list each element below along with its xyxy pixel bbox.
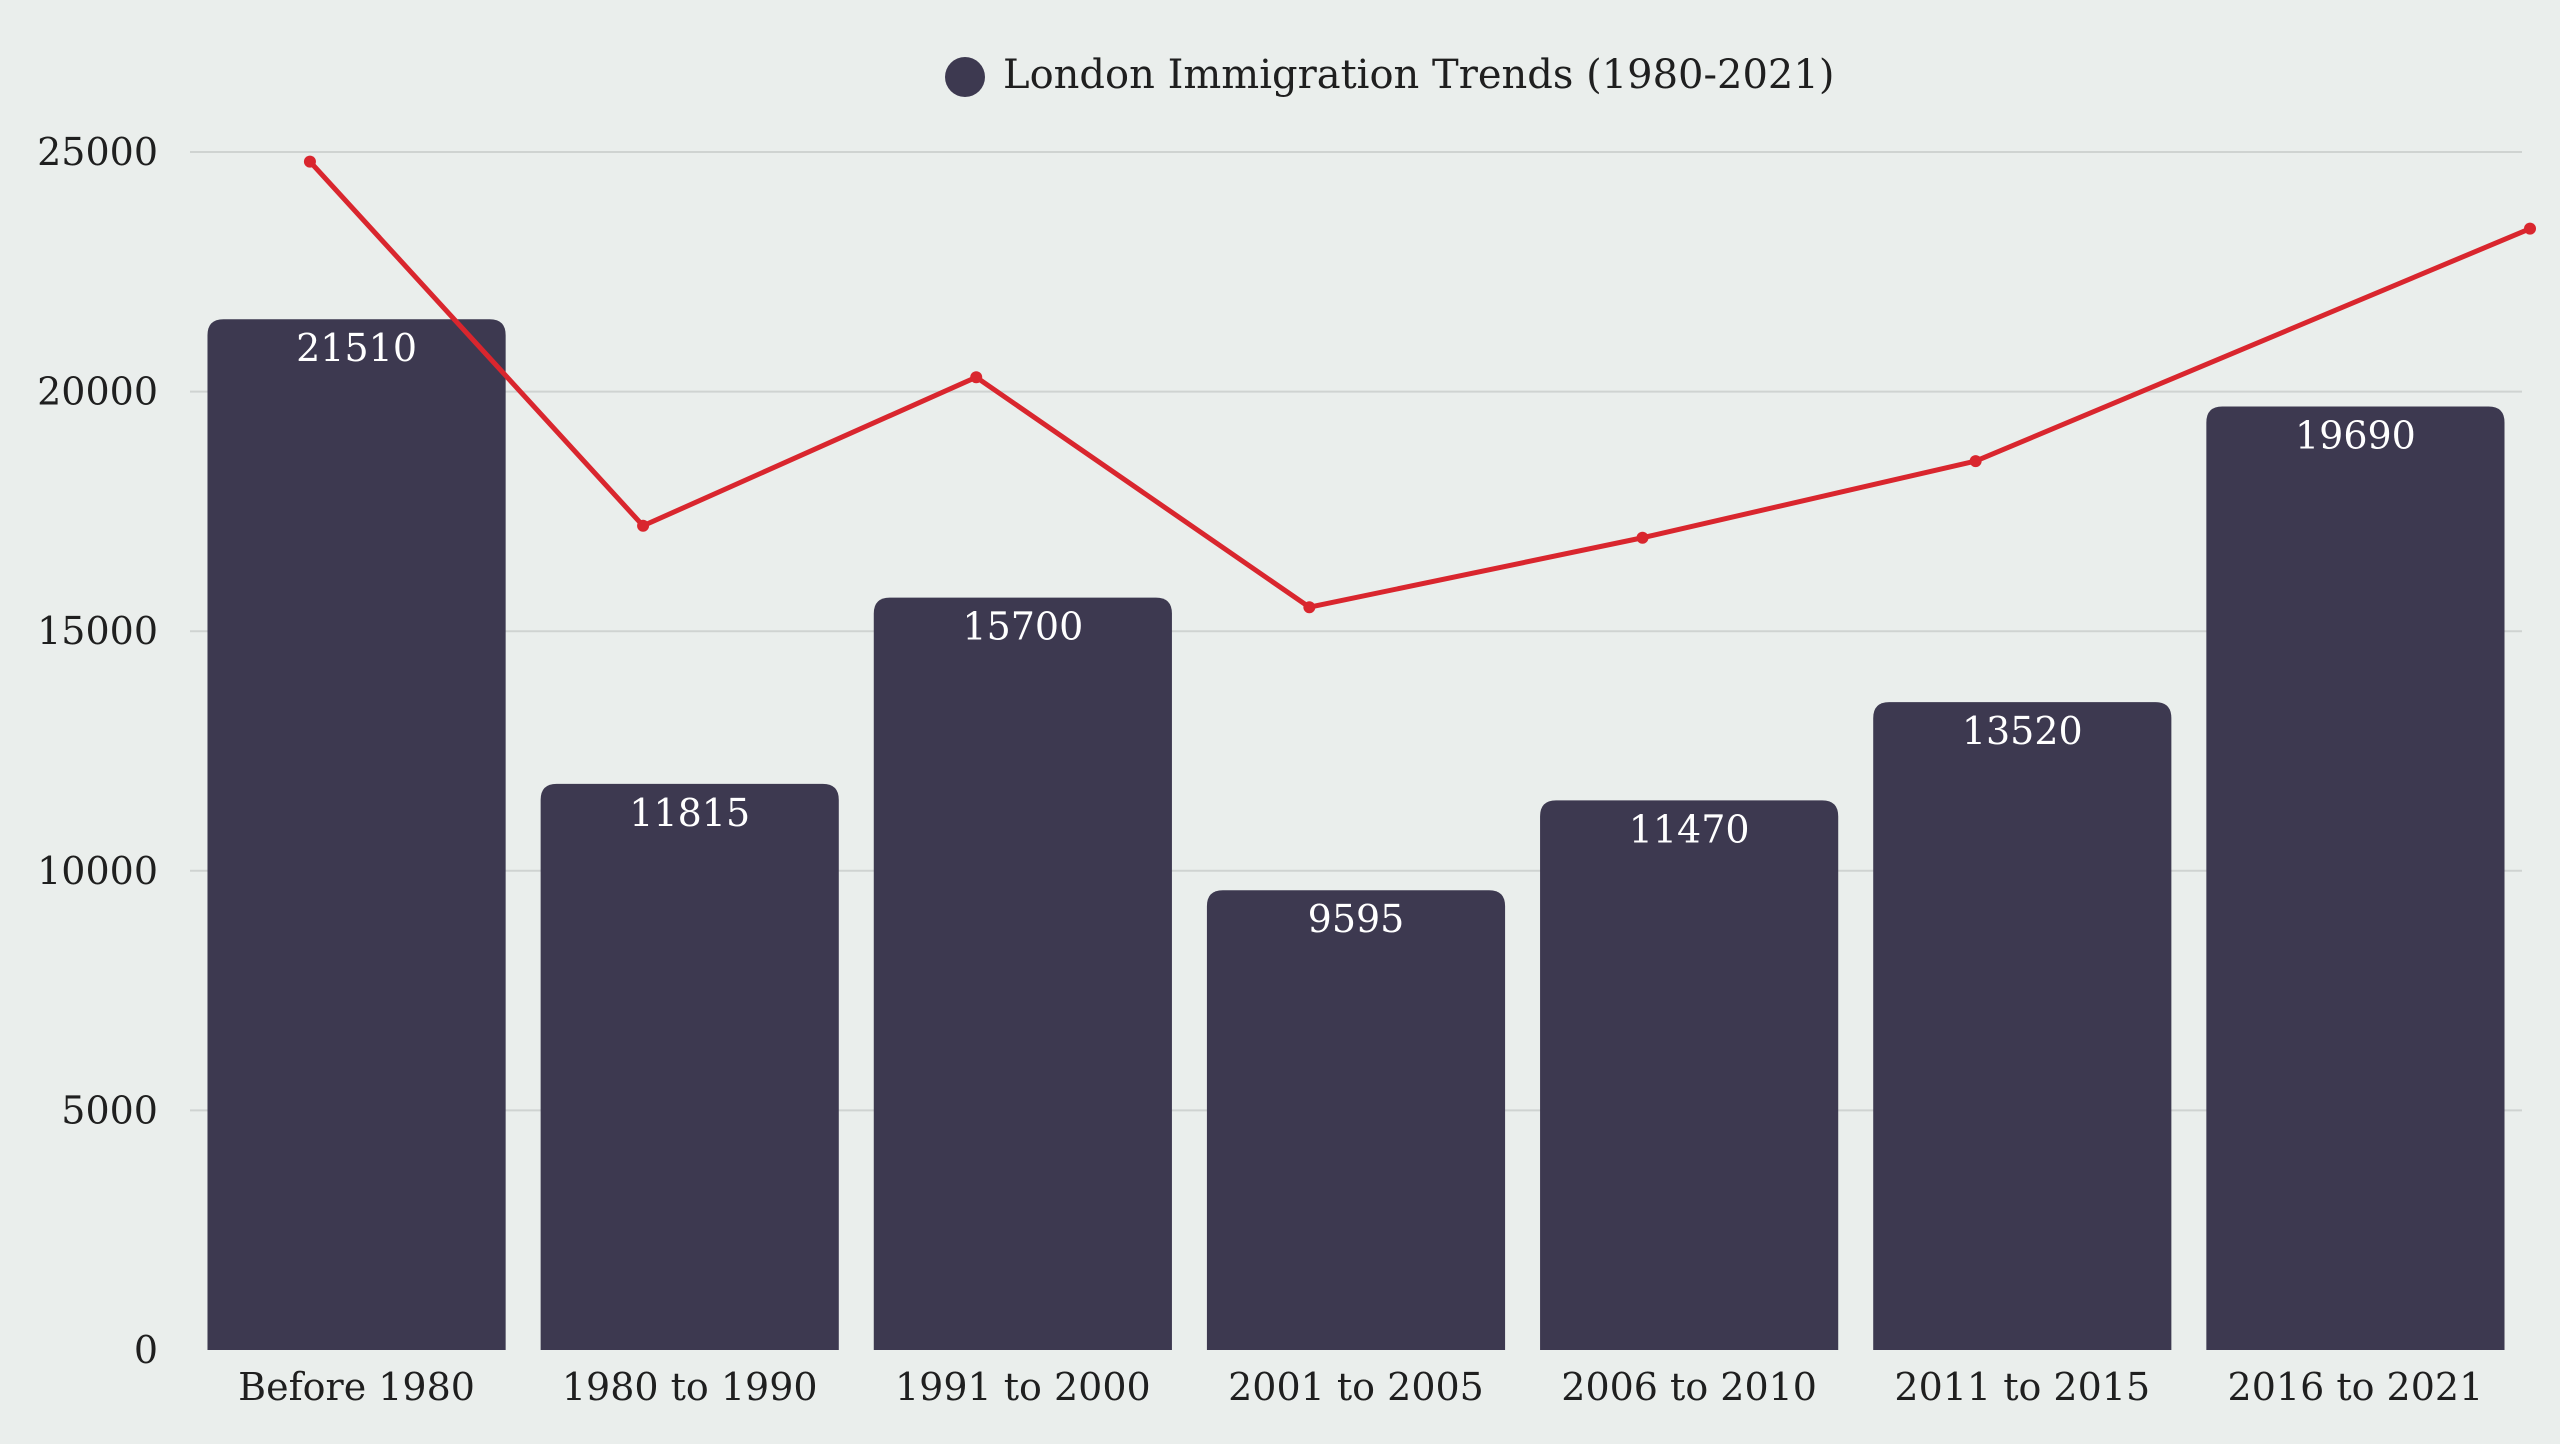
x-tick-label: 1980 to 1990 <box>562 1365 818 1409</box>
trend-line-point <box>970 371 983 384</box>
x-tick-label: 2001 to 2005 <box>1228 1365 1484 1409</box>
bar <box>1540 800 1839 1350</box>
bar <box>1206 890 1506 1350</box>
y-tick-label: 0 <box>134 1328 158 1372</box>
x-tick-label: 2006 to 2010 <box>1561 1365 1817 1409</box>
bar-value-label: 9595 <box>1308 897 1405 941</box>
trend-line <box>308 159 2531 610</box>
bar-value-label: 19690 <box>2295 413 2416 457</box>
trend-line-point <box>1636 531 1649 544</box>
x-tick-label: 1991 to 2000 <box>895 1365 1151 1409</box>
trend-line-point <box>637 519 650 532</box>
x-tick-label: 2016 to 2021 <box>2228 1365 2484 1409</box>
bar <box>1873 702 2172 1350</box>
trend-line-point <box>1303 601 1316 614</box>
y-tick-label: 15000 <box>37 609 158 653</box>
legend-label: London Immigration Trends (1980-2021) <box>1003 52 1834 98</box>
bar-value-label: 15700 <box>962 605 1083 649</box>
y-tick-label: 5000 <box>61 1088 158 1132</box>
legend-marker <box>945 57 985 97</box>
x-tick-label: Before 1980 <box>238 1365 475 1409</box>
x-tick-label: 2011 to 2015 <box>1894 1365 2150 1409</box>
bar-value-label: 11815 <box>629 791 750 835</box>
y-axis-tick-labels: 0 5000 10000 15000 20000 25000 <box>37 130 158 1372</box>
y-tick-label: 20000 <box>37 370 158 414</box>
bar <box>207 319 506 1350</box>
trend-line-point <box>2524 222 2536 235</box>
bar <box>873 597 1172 1350</box>
trend-line-point <box>303 155 316 168</box>
bar-value-label: 21510 <box>296 326 417 370</box>
bars <box>207 319 2505 1350</box>
trend-line-point <box>1969 455 1982 468</box>
bar-value-labels: 21510 11815 15700 9595 11470 13520 19690 <box>296 326 2416 941</box>
bar-value-label: 13520 <box>1962 709 2083 753</box>
y-tick-label: 25000 <box>37 130 158 174</box>
bar <box>2206 406 2505 1350</box>
y-tick-label: 10000 <box>37 849 158 893</box>
legend: London Immigration Trends (1980-2021) <box>945 52 1834 98</box>
trend-line-series <box>303 155 2536 614</box>
bar <box>540 783 839 1350</box>
bar-value-label: 11470 <box>1629 807 1750 851</box>
x-axis-tick-labels: Before 1980 1980 to 1990 1991 to 2000 2001 … <box>238 1365 2483 1409</box>
